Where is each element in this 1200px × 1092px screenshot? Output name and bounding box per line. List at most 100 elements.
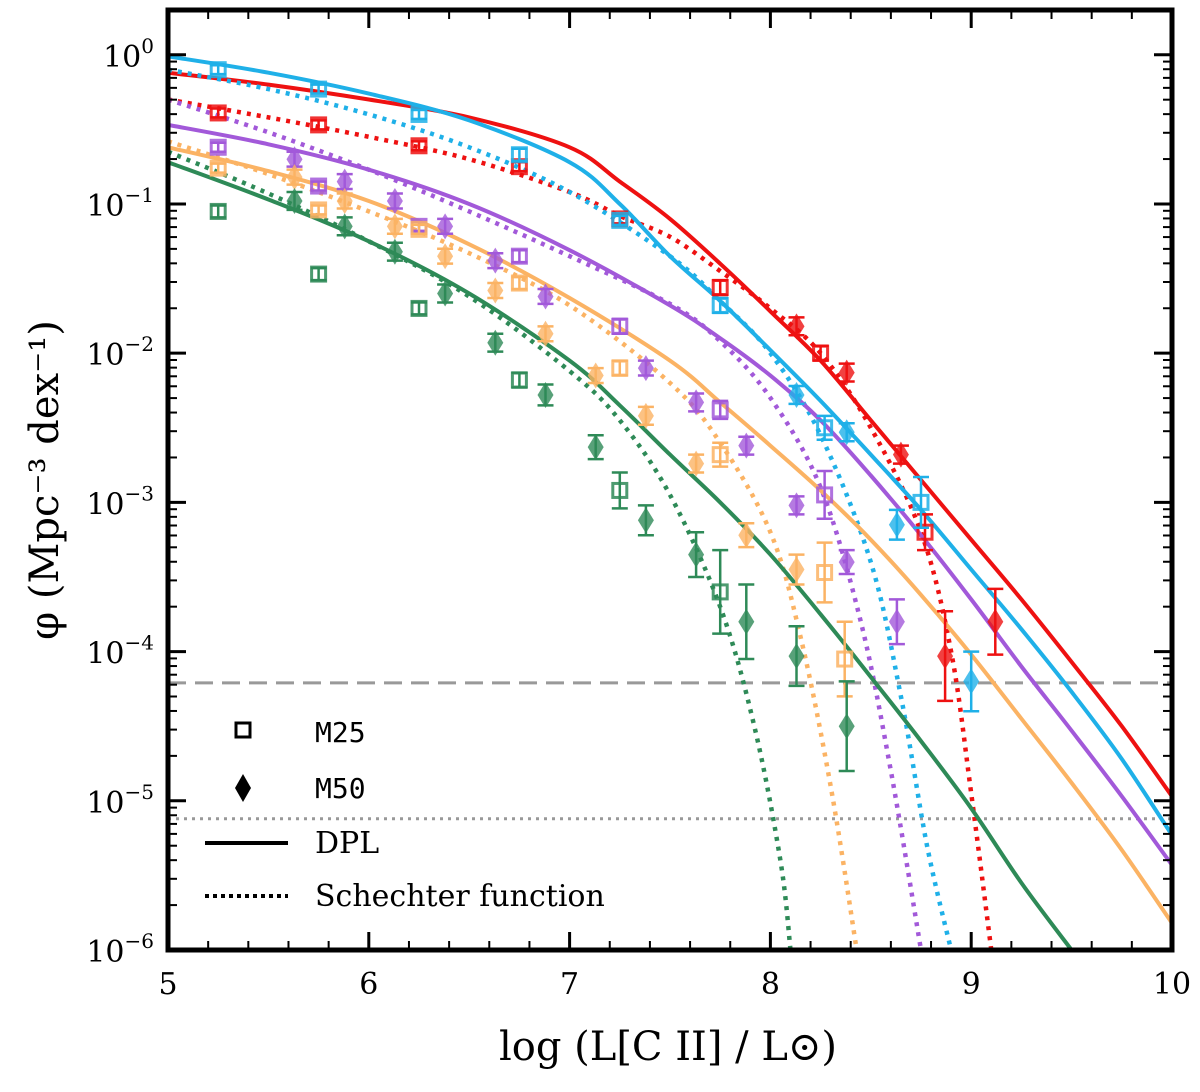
x-axis-label: log (L[C II] / L⊙) [499, 1024, 837, 1070]
orange-m50-point [688, 450, 705, 477]
legend: M25 M50 DPL Schechter function [205, 716, 605, 914]
purple-m50-point [688, 389, 705, 416]
green-m50-point [587, 434, 604, 461]
orange-m25-point [209, 159, 227, 177]
orange-m25-point [410, 220, 428, 238]
orange-m50-point [286, 164, 303, 191]
green-m25-point [510, 371, 528, 389]
red-m25-point [711, 279, 729, 297]
orange-m25-point [611, 359, 629, 377]
legend-label-m50: M50 [315, 772, 366, 805]
orange-m25-point [836, 650, 854, 668]
orange-dpl-curve [168, 145, 1172, 925]
green-m50-point [637, 507, 654, 534]
y-axis-label: φ (Mpc⁻³ dex⁻¹) [22, 320, 68, 640]
axis-ticks [166, 10, 1174, 952]
green-m50-point [336, 213, 353, 240]
purple-m25-point [310, 177, 328, 195]
purple-m50-point [487, 247, 504, 274]
purple-m25-point [711, 401, 729, 419]
blue-m25-point [611, 211, 629, 229]
legend-label-m25: M25 [315, 716, 366, 749]
legend-label-dpl: DPL [315, 826, 379, 861]
x-tick-label: 8 [761, 967, 780, 1002]
red-m50-point [987, 608, 1004, 635]
red-m50-point [788, 313, 805, 340]
blue-m25-point [510, 146, 528, 164]
green-m50-point [738, 608, 755, 635]
orange-m50-point [738, 522, 755, 549]
green-m50-point [437, 280, 454, 307]
green-m25-point [611, 481, 629, 499]
red-schechter-curve [168, 97, 994, 950]
orange-m25-point [816, 564, 834, 582]
green-m50-point [487, 329, 504, 356]
green-m50-point [286, 187, 303, 214]
y-tick-label: 100 [103, 34, 154, 75]
green-m50-point [537, 381, 554, 408]
blue-m50-point [788, 381, 805, 408]
legend-label-schechter: Schechter function [315, 879, 605, 914]
data-points [209, 61, 1004, 773]
red-dpl-curve [168, 70, 1172, 798]
model-curves [168, 54, 1172, 950]
orange-m50-point [437, 243, 454, 270]
purple-m50-point [286, 146, 303, 173]
x-tick-label: 10 [1153, 967, 1191, 1002]
red-m25-point [812, 344, 830, 362]
green-m50-point [838, 713, 855, 740]
orange-m50-point [537, 320, 554, 347]
orange-m50-point [788, 556, 805, 583]
green-m50-point [386, 238, 403, 265]
red-m25-point [310, 116, 328, 134]
red-m50-point [838, 359, 855, 386]
purple-m50-point [537, 283, 554, 310]
x-tick-label: 9 [962, 967, 981, 1002]
orange-m25-point [711, 446, 729, 464]
legend-square-marker [234, 721, 252, 739]
blue-m25-point [912, 493, 930, 511]
orange-m25-point [510, 274, 528, 292]
green-m25-point [711, 583, 729, 601]
purple-m25-point [611, 317, 629, 335]
green-dpl-curve [168, 160, 1074, 950]
red-m25-point [916, 523, 934, 541]
purple-m50-point [788, 492, 805, 519]
blue-m25-point [310, 80, 328, 98]
orange-m50-point [637, 402, 654, 429]
blue-m50-point [888, 511, 905, 538]
red-m50-point [937, 643, 954, 670]
orange-m50-point [336, 187, 353, 214]
blue-m50-point [963, 668, 980, 695]
purple-m25-point [816, 486, 834, 504]
y-tick-label: 10−2 [86, 332, 154, 373]
purple-m50-point [386, 187, 403, 214]
red-m25-point [209, 104, 227, 122]
blue-dpl-curve [168, 54, 1172, 837]
purple-m50-point [838, 549, 855, 576]
blue-m25-point [410, 105, 428, 123]
green-m25-point [209, 202, 227, 220]
orange-m50-point [587, 362, 604, 389]
blue-m25-point [711, 296, 729, 314]
purple-schechter-curve [168, 97, 924, 950]
green-m50-point [688, 541, 705, 568]
orange-m25-point [310, 201, 328, 219]
y-tick-label: 10−5 [86, 780, 154, 821]
blue-m25-point [209, 61, 227, 79]
purple-m50-point [336, 168, 353, 195]
blue-m50-point [838, 419, 855, 446]
y-tick-label: 10−3 [86, 481, 154, 522]
green-m25-point [310, 265, 328, 283]
red-m50-point [892, 441, 909, 468]
orange-m50-point [386, 213, 403, 240]
x-tick-label: 6 [359, 967, 378, 1002]
purple-m50-point [637, 355, 654, 382]
green-m25-point [410, 299, 428, 317]
blue-m25-point [816, 419, 834, 437]
purple-m50-point [738, 432, 755, 459]
red-m25-point [410, 137, 428, 155]
purple-m25-point [209, 138, 227, 156]
y-tick-label: 10−6 [86, 929, 154, 970]
